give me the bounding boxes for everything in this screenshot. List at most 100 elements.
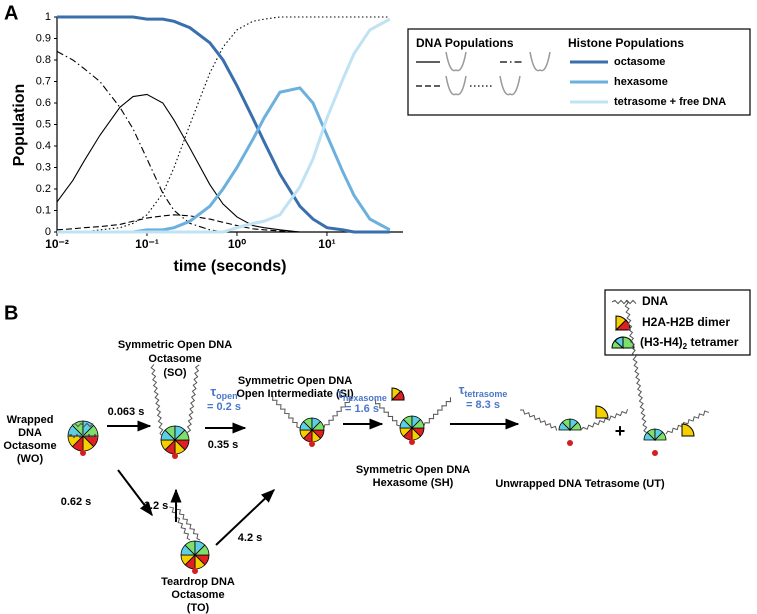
- y-tick-label: 0.1: [36, 204, 51, 216]
- dna: [665, 410, 710, 435]
- node-label: Octasome: [171, 589, 224, 601]
- node-label: Hexasome (SH): [373, 477, 454, 489]
- legend-label-part: tetramer: [687, 335, 739, 349]
- y-tick-label: 0: [45, 226, 51, 238]
- dimer: [595, 405, 609, 419]
- node-label: Unwrapped DNA Tetrasome (UT): [495, 478, 665, 490]
- line-series: [56, 214, 390, 233]
- legend-icon: [529, 51, 551, 72]
- tau-value: = 8.3 s: [466, 399, 500, 411]
- tau-symbol: τ: [459, 382, 465, 397]
- y-axis-label: Population: [11, 84, 28, 167]
- tau-symbol: τ: [337, 386, 343, 401]
- y-tick-label: 0.5: [36, 118, 51, 130]
- dyad: [172, 453, 178, 459]
- rate-label: 0.35 s: [208, 439, 239, 451]
- panel-label: A: [4, 2, 18, 24]
- node-label: Symmetric Open DNA: [118, 339, 232, 351]
- dna: [323, 397, 354, 429]
- dimer: [390, 390, 405, 401]
- legend-icon: [499, 75, 521, 96]
- dimer: [681, 423, 695, 437]
- dyad: [192, 568, 198, 574]
- plus-sign: +: [615, 421, 626, 441]
- histone-wedge: [311, 420, 325, 431]
- node-label: (TO): [187, 602, 210, 614]
- node-label: Symmetric Open DNA: [238, 375, 352, 387]
- legend-label: DNA: [642, 294, 668, 308]
- y-tick-label: 1: [45, 11, 51, 23]
- legend-label: hexasome: [614, 76, 668, 88]
- x-tick-label: 10¹: [318, 237, 335, 251]
- x-axis-label: time (seconds): [174, 258, 287, 275]
- node-label: Symmetric Open DNA: [356, 464, 470, 476]
- legend-label-part: 2: [683, 342, 688, 351]
- dyad: [80, 450, 86, 456]
- y-tick-label: 0.3: [36, 161, 51, 173]
- y-tick-label: 0.2: [36, 183, 51, 195]
- x-tick-label: 10⁻¹: [135, 237, 159, 251]
- legend-label: tetrasome + free DNA: [614, 96, 726, 108]
- dyad: [409, 439, 415, 445]
- node-label: DNA: [18, 427, 42, 439]
- x-tick-label: 10⁻²: [45, 237, 69, 251]
- histone-wedge: [654, 431, 667, 441]
- dna: [375, 399, 401, 427]
- dyad: [567, 440, 573, 446]
- dna: [519, 409, 558, 431]
- dna: [611, 299, 637, 305]
- legend-box: [407, 28, 751, 116]
- dyad: [309, 441, 315, 447]
- tau-label: τtetrasome: [459, 382, 508, 399]
- node-label: Wrapped: [7, 414, 54, 426]
- tau-label: τopen: [210, 384, 237, 401]
- histone-wedge: [411, 418, 425, 429]
- dna: [67, 433, 99, 439]
- histone-wedge: [82, 424, 99, 437]
- line-series: [57, 17, 391, 234]
- y-tick-label: 0.4: [36, 140, 51, 152]
- tau-subscript: tetrasome: [464, 389, 507, 399]
- dna: [169, 506, 191, 541]
- y-tick-label: 0.6: [36, 97, 51, 109]
- dyad: [652, 450, 658, 456]
- tau-subscript: hexasome: [343, 393, 387, 403]
- arrow: [117, 469, 153, 517]
- dna: [624, 299, 648, 434]
- tau-value: = 0.2 s: [207, 401, 241, 413]
- legend-title: DNA Populations: [416, 36, 514, 50]
- node-label: Octasome: [3, 440, 56, 452]
- legend-label: H2A-H2B dimer: [642, 315, 730, 329]
- y-tick-label: 0.9: [36, 32, 51, 44]
- panel-label: B: [4, 302, 18, 324]
- dna: [423, 397, 452, 427]
- legend-icon: [445, 75, 467, 96]
- node-label: (SO): [163, 367, 187, 379]
- line-series: [57, 86, 391, 234]
- rate-label: 0.62 s: [61, 496, 92, 508]
- dna: [175, 504, 201, 541]
- node-label: Octasome: [148, 353, 201, 365]
- rate-label: 4.2 s: [238, 532, 262, 544]
- node-label: (WO): [17, 453, 44, 465]
- legend-title: Histone Populations: [568, 36, 684, 50]
- arrow: [215, 489, 276, 546]
- legend-icon: [614, 336, 624, 350]
- rate-label: 0.063 s: [108, 406, 145, 418]
- y-tick-label: 0.8: [36, 54, 51, 66]
- histone-wedge: [194, 544, 210, 556]
- line-series: [57, 15, 390, 234]
- rate-label: 1.2 s: [144, 500, 168, 512]
- tau-symbol: τ: [210, 384, 216, 399]
- x-tick-label: 10⁰: [228, 237, 246, 251]
- dna: [272, 395, 301, 429]
- y-tick-label: 0.7: [36, 75, 51, 87]
- node-label: Teardrop DNA: [161, 576, 235, 588]
- legend-icon: [445, 51, 467, 72]
- dna: [71, 422, 94, 428]
- node-label: Open Intermediate (SI): [236, 388, 354, 400]
- dna: [186, 364, 200, 437]
- dna: [580, 409, 629, 431]
- legend-label: (H3-H4)2 tetramer: [640, 335, 739, 351]
